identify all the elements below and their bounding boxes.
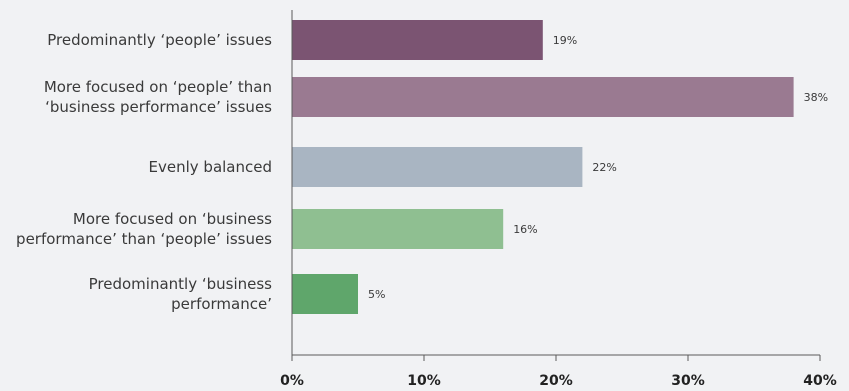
bar-value-label: 22% bbox=[592, 161, 616, 174]
category-label: Predominantly ‘people’ issues bbox=[47, 31, 272, 49]
category-label: More focused on ‘business bbox=[73, 210, 272, 228]
bars-layer: 19% 38% 22% 16% 5% bbox=[292, 20, 828, 314]
x-tick-label: 30% bbox=[671, 373, 705, 389]
category-label: More focused on ‘people’ than bbox=[44, 78, 272, 96]
category-label: Evenly balanced bbox=[149, 158, 272, 176]
category-labels-layer: Predominantly ‘people’ issues More focuse… bbox=[16, 31, 272, 313]
bar-3 bbox=[292, 147, 583, 187]
x-axis: 0% 10% 20% 30% 40% bbox=[280, 10, 837, 389]
bar-value-label: 16% bbox=[513, 223, 537, 236]
x-tick-label: 40% bbox=[803, 373, 837, 389]
category-label: ‘business performance’ issues bbox=[45, 98, 272, 116]
bar-1 bbox=[292, 20, 543, 60]
x-tick-label: 0% bbox=[280, 373, 304, 389]
category-label: Predominantly ‘business bbox=[89, 275, 273, 293]
bar-4 bbox=[292, 209, 504, 249]
category-label: performance’ than ‘people’ issues bbox=[16, 230, 272, 248]
bar-value-label: 5% bbox=[368, 288, 385, 301]
x-tick-label: 10% bbox=[407, 373, 441, 389]
category-label: performance’ bbox=[171, 295, 272, 313]
bar-value-label: 19% bbox=[553, 34, 577, 47]
bar-2 bbox=[292, 77, 794, 117]
bar-value-label: 38% bbox=[804, 91, 828, 104]
bar-5 bbox=[292, 274, 358, 314]
x-tick-label: 20% bbox=[539, 373, 573, 389]
